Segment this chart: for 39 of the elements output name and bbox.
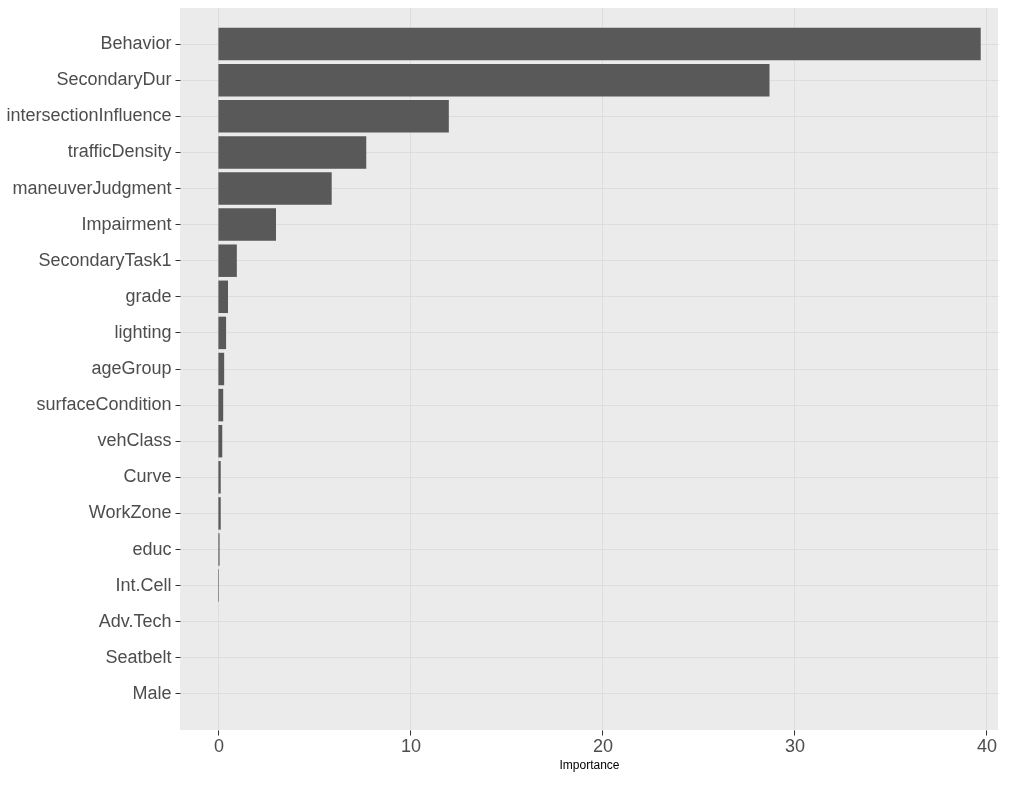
y-tick-label: grade [125,285,172,306]
bar [218,63,770,97]
y-tick-label: ageGroup [91,358,172,378]
bar [218,208,277,241]
x-tick-label: 30 [784,735,805,756]
bar [218,100,449,133]
bar [218,27,981,61]
y-tick-label: Impairment [81,213,172,234]
y-tick-label: Adv.Tech [98,610,172,631]
y-tick-label: Male [132,682,172,703]
bar [218,316,227,350]
y-tick-label: educ [132,538,172,559]
bar [218,244,237,277]
bar [218,497,221,530]
x-tick-label: 0 [213,735,224,756]
y-tick-label: Behavior [100,33,172,54]
y-tick-label: vehClass [97,430,172,451]
y-tick-label: trafficDensity [67,141,172,162]
y-tick-label: lighting [114,321,172,342]
bar [218,136,367,169]
y-tick-label: WorkZone [88,502,172,523]
x-tick-label: 20 [592,735,613,756]
y-tick-label: Int.Cell [115,574,172,595]
bar [218,424,223,458]
y-tick-label: surfaceCondition [36,394,172,415]
y-tick-label: SecondaryTask1 [38,249,172,270]
x-tick-label: 40 [976,735,997,756]
bar [218,388,224,422]
x-tick-label: 10 [400,735,421,756]
y-tick-label: Curve [123,466,172,487]
y-tick-label: Seatbelt [105,646,172,667]
bar [218,461,221,494]
x-axis-title: Importance [559,757,620,772]
y-tick-label: intersectionInfluence [6,105,172,126]
y-tick-label: SecondaryDur [56,69,172,90]
bar [218,280,228,314]
bar [218,352,225,386]
y-tick-label: maneuverJudgment [12,177,172,198]
bar [218,172,332,205]
